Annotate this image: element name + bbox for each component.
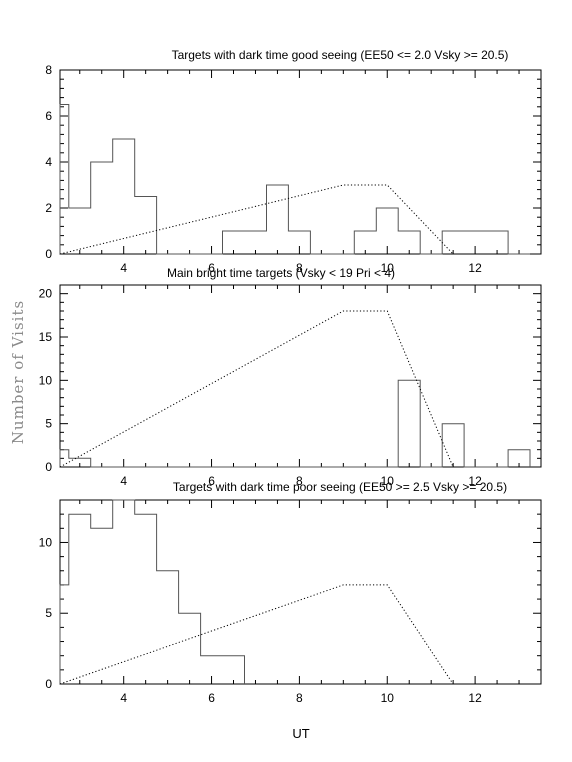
histogram-series [59, 499, 245, 684]
x-tick-label: 4 [120, 261, 127, 275]
x-tick-label: 8 [296, 261, 303, 275]
x-tick-label: 8 [296, 474, 303, 488]
y-tick-label: 4 [45, 155, 52, 169]
x-tick-label: 12 [468, 261, 482, 275]
x-axis-label: UT [292, 726, 309, 741]
y-tick-label: 0 [45, 677, 52, 691]
y-tick-label: 20 [39, 287, 53, 301]
plot-frame [59, 69, 542, 255]
y-tick-label: 15 [39, 330, 53, 344]
x-tick-label: 10 [381, 474, 395, 488]
y-tick-label: 6 [45, 109, 52, 123]
panel-title: Main bright time targets (Vsky < 19 Pri … [167, 266, 395, 280]
y-axis-label: Number of Visits [9, 300, 27, 444]
y-tick-label: 5 [45, 606, 52, 620]
panel-title: Targets with dark time good seeing (EE50… [172, 48, 509, 62]
dotted-curve [59, 310, 454, 468]
y-tick-label: 10 [39, 373, 53, 387]
plot-frame [59, 499, 542, 685]
histogram-series [59, 379, 531, 468]
x-tick-label: 6 [208, 691, 215, 705]
chart-panel-1: Targets with dark time good seeing (EE50… [45, 48, 542, 275]
y-tick-label: 0 [45, 460, 52, 474]
x-tick-label: 10 [381, 261, 395, 275]
x-tick-label: 8 [296, 691, 303, 705]
y-tick-label: 8 [45, 63, 52, 77]
dotted-curve [59, 184, 454, 255]
y-tick-label: 2 [45, 201, 52, 215]
plot-frame [59, 284, 542, 468]
x-tick-label: 4 [120, 474, 127, 488]
histogram-series [59, 104, 530, 255]
y-tick-label: 10 [39, 535, 53, 549]
x-tick-label: 12 [468, 474, 482, 488]
x-tick-label: 12 [468, 691, 482, 705]
chart-panel-2: Main bright time targets (Vsky < 19 Pri … [39, 266, 542, 488]
x-tick-label: 6 [208, 474, 215, 488]
y-tick-label: 5 [45, 417, 52, 431]
y-tick-label: 0 [45, 247, 52, 261]
panel-title: Targets with dark time poor seeing (EE50… [173, 480, 507, 494]
x-tick-label: 10 [381, 691, 395, 705]
dotted-curve [59, 584, 454, 685]
chart-panel-3: Targets with dark time poor seeing (EE50… [39, 480, 542, 705]
x-tick-label: 4 [120, 691, 127, 705]
x-tick-label: 6 [208, 261, 215, 275]
